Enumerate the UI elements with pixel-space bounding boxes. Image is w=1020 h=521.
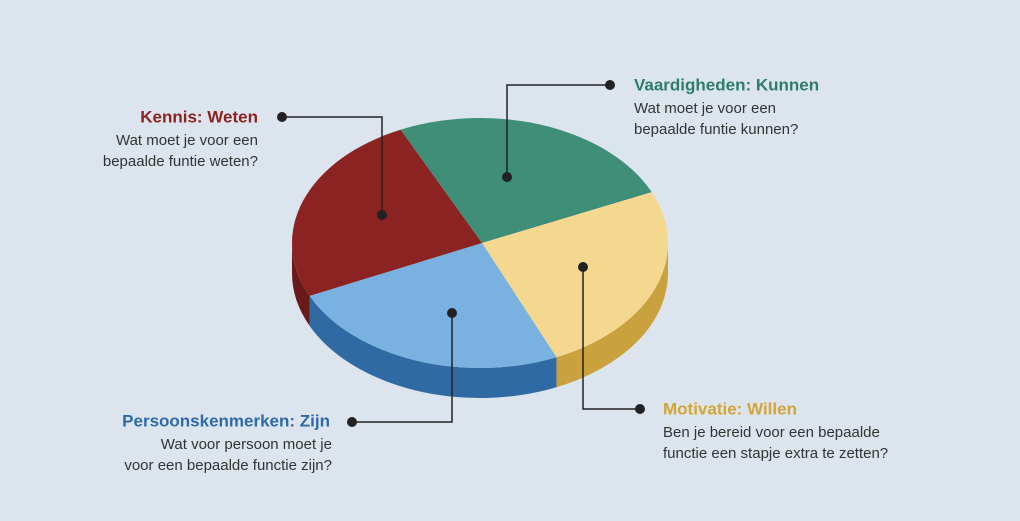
dot — [605, 80, 615, 90]
leader-line — [582, 267, 640, 410]
label-text: Ben je bereid voor een bepaalde — [663, 424, 880, 441]
pie-slice — [482, 192, 668, 358]
label-text: Wat moet je voor een — [634, 100, 776, 117]
pie-side — [292, 243, 310, 326]
label-text: voor een bepaalde functie zijn? — [124, 457, 332, 474]
pie-slice — [400, 118, 652, 243]
dot — [447, 308, 457, 318]
label-text: bepaalde funtie weten? — [103, 153, 258, 170]
label-text: bepaalde funtie kunnen? — [634, 121, 798, 138]
dot — [277, 112, 287, 122]
leader-line — [352, 313, 453, 423]
dot — [502, 172, 512, 182]
label-text: Wat moet je voor een — [116, 132, 258, 149]
leader-line — [506, 84, 610, 177]
label-text: Wat voor persoon moet je — [161, 436, 332, 453]
dot — [578, 262, 588, 272]
dot — [347, 417, 357, 427]
pie-slice — [291, 129, 482, 296]
label-title: Motivatie: Willen — [663, 399, 797, 418]
leader-line — [282, 116, 383, 215]
pie-side — [309, 295, 557, 398]
label-text: functie een stapje extra te zetten? — [663, 445, 888, 462]
pie — [291, 118, 668, 398]
dot — [377, 210, 387, 220]
label-title: Persoonskenmerken: Zijn — [122, 411, 330, 430]
label-title: Kennis: Weten — [140, 107, 258, 126]
pie-slice — [309, 243, 557, 368]
pie-side — [556, 243, 668, 388]
label-title: Vaardigheden: Kunnen — [634, 75, 819, 94]
dot — [635, 404, 645, 414]
